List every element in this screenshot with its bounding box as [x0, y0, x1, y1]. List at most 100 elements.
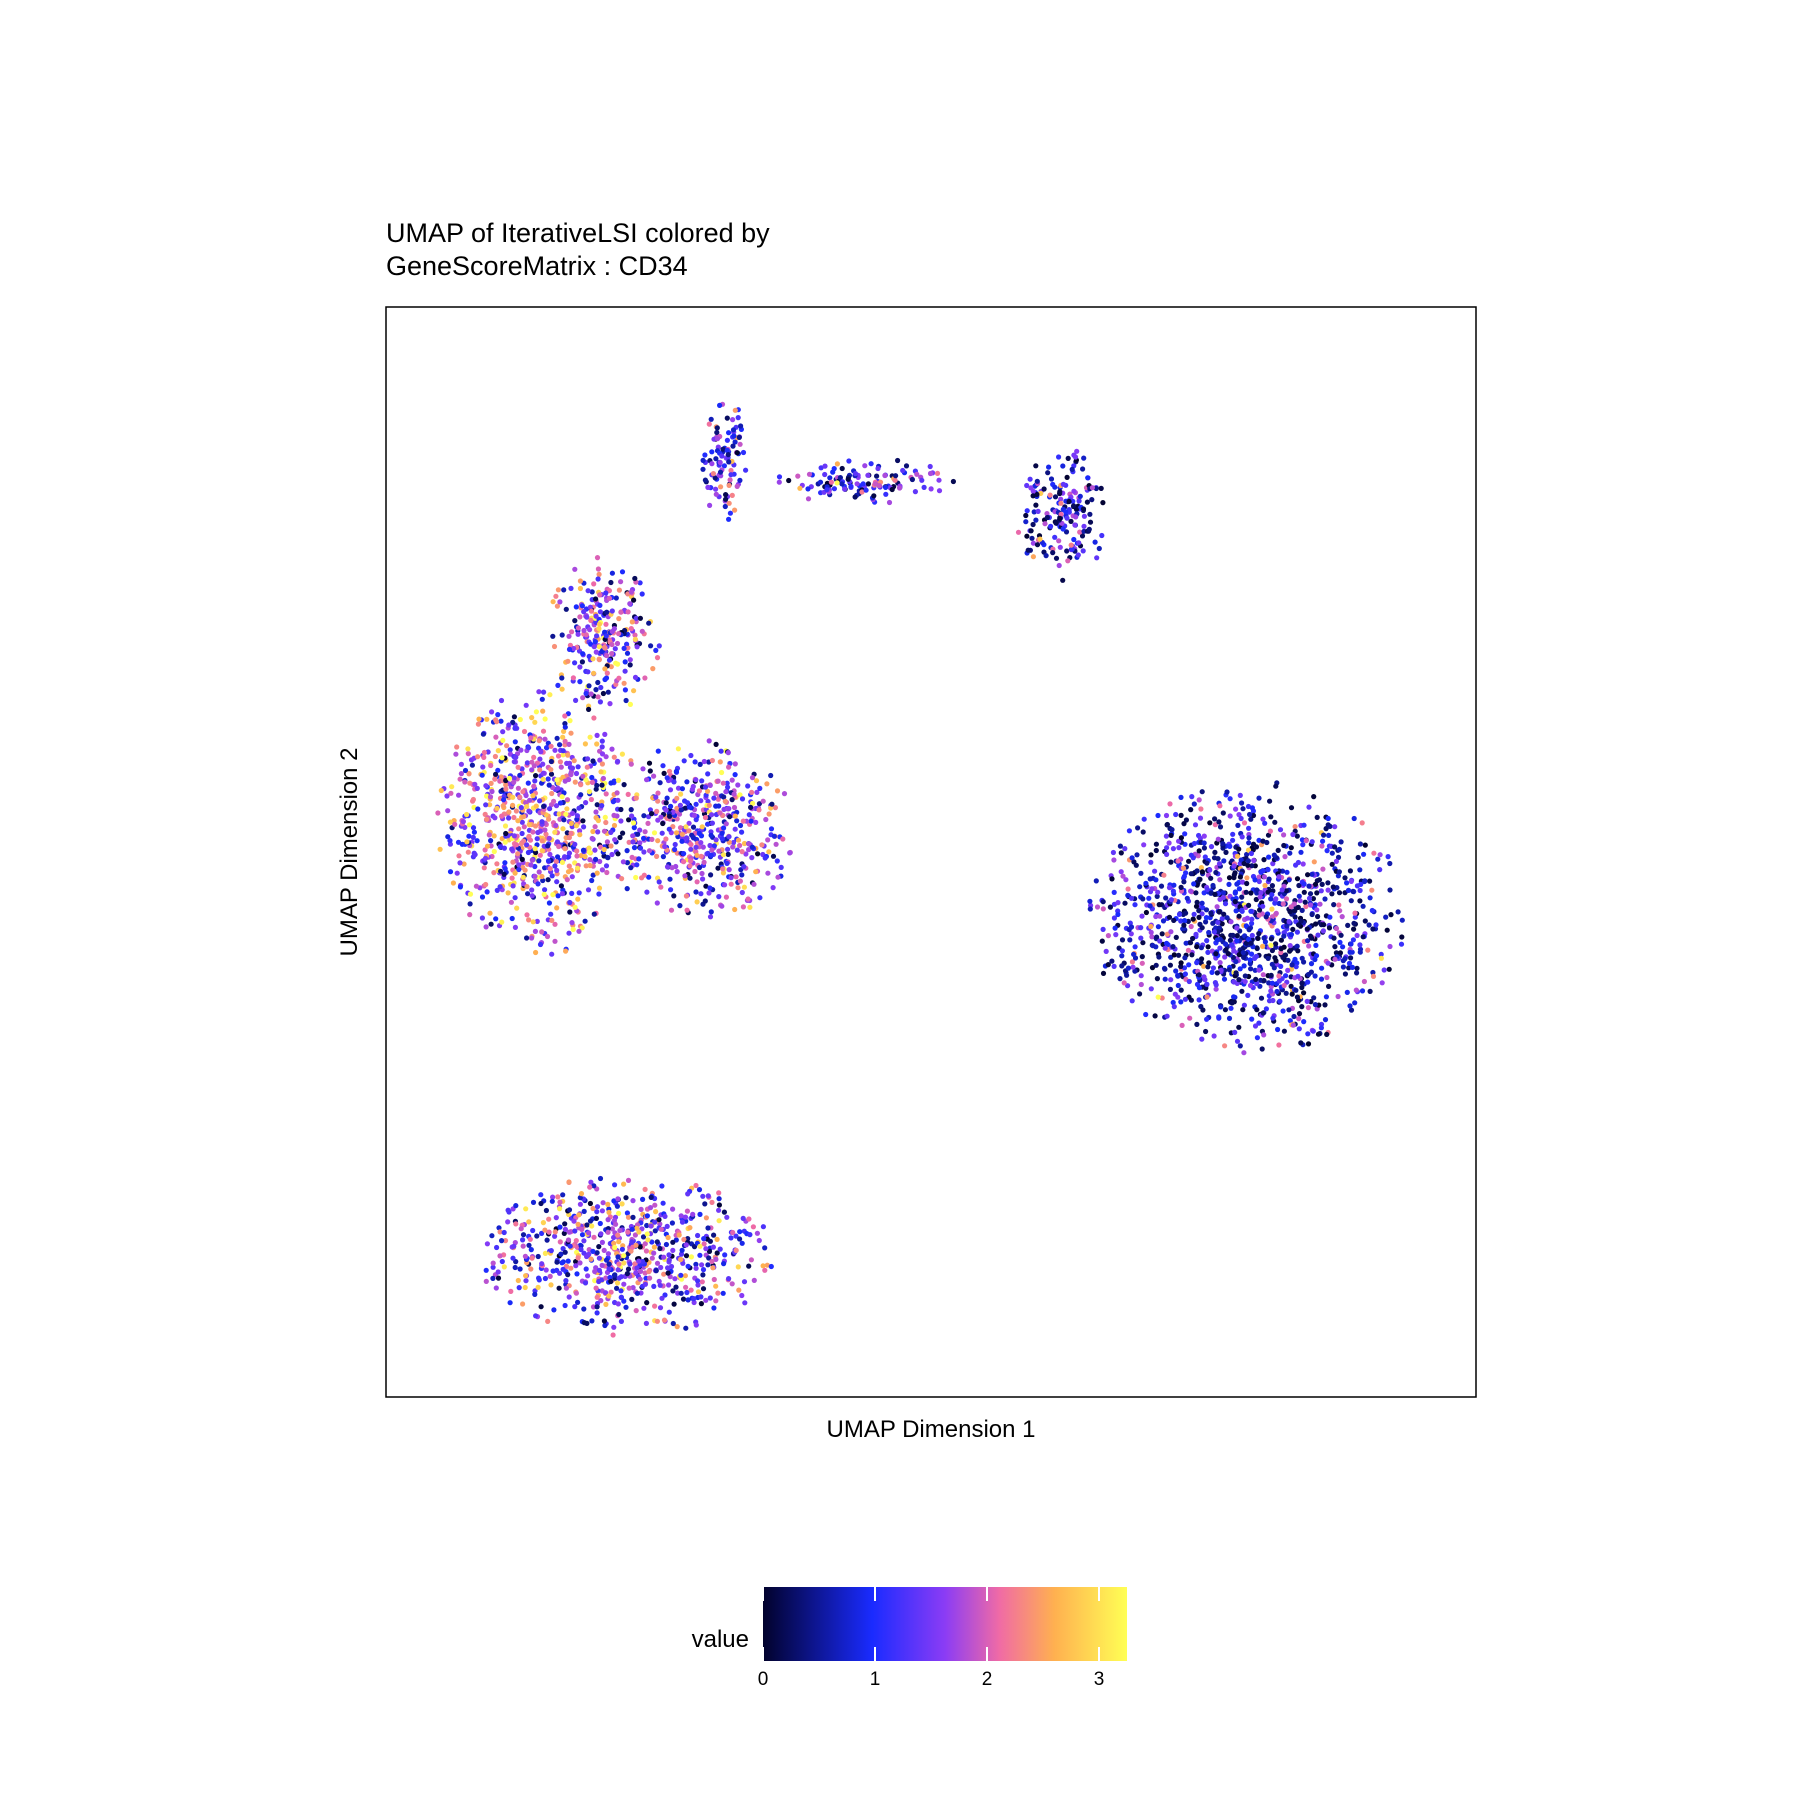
data-point-1756 — [688, 1287, 694, 1293]
data-point-1680 — [664, 775, 670, 781]
data-point-822 — [531, 783, 537, 789]
data-point-2528 — [927, 463, 933, 470]
data-point-2769 — [1089, 485, 1095, 491]
data-point-2398 — [730, 1229, 736, 1236]
data-point-3766 — [1314, 907, 1320, 913]
data-point-2025 — [697, 1211, 703, 1217]
data-point-882 — [502, 839, 508, 845]
data-point-2804 — [1265, 832, 1272, 838]
data-point-166 — [614, 640, 621, 647]
data-point-4029 — [1216, 1015, 1222, 1021]
data-point-3782 — [1180, 911, 1186, 918]
data-point-3486 — [1109, 876, 1115, 882]
data-point-2421 — [705, 1193, 711, 1199]
data-point-684 — [450, 880, 456, 886]
data-point-1840 — [534, 1233, 540, 1239]
data-point-1431 — [664, 795, 670, 801]
data-point-3689 — [1269, 892, 1275, 898]
data-point-2910 — [1281, 1028, 1287, 1034]
data-point-987 — [533, 709, 540, 715]
data-point-1319 — [621, 782, 627, 788]
data-point-1007 — [465, 751, 471, 757]
data-point-2085 — [647, 1275, 653, 1281]
data-point-2826 — [1128, 931, 1134, 937]
data-point-3840 — [1298, 1040, 1304, 1046]
data-point-302 — [622, 668, 628, 674]
data-point-742 — [438, 787, 444, 794]
data-point-1897 — [555, 1194, 561, 1200]
data-point-228 — [637, 580, 643, 586]
data-point-3474 — [1236, 886, 1242, 892]
data-point-353 — [613, 660, 619, 666]
data-point-3302 — [1249, 1016, 1255, 1022]
data-point-783 — [493, 916, 499, 922]
data-point-3894 — [1175, 982, 1181, 989]
data-point-745 — [523, 800, 529, 806]
data-point-2665 — [1065, 558, 1071, 564]
data-point-1424 — [676, 811, 683, 817]
data-point-324 — [581, 609, 587, 615]
data-point-2313 — [683, 1242, 689, 1248]
data-point-272 — [606, 595, 613, 602]
data-point-912 — [532, 719, 538, 725]
data-point-1200 — [541, 803, 547, 810]
data-point-3451 — [1100, 906, 1106, 912]
data-point-345 — [618, 609, 624, 615]
data-point-2223 — [490, 1260, 496, 1266]
data-point-3335 — [1314, 814, 1320, 821]
data-point-3739 — [1335, 854, 1342, 861]
data-point-3158 — [1271, 965, 1277, 971]
data-point-723 — [458, 761, 464, 767]
data-point-2837 — [1296, 1016, 1302, 1022]
data-point-3430 — [1210, 882, 1216, 889]
data-point-1338 — [672, 841, 678, 848]
data-point-705 — [512, 924, 519, 931]
data-point-432 — [519, 830, 525, 837]
data-point-2768 — [1052, 534, 1058, 540]
data-point-3827 — [1201, 974, 1207, 980]
data-point-3780 — [1185, 947, 1191, 953]
data-point-2154 — [520, 1237, 526, 1243]
data-point-1099 — [513, 842, 520, 848]
data-point-1545 — [663, 800, 669, 806]
data-point-3635 — [1244, 875, 1250, 881]
data-point-3459 — [1226, 967, 1232, 973]
data-point-2182 — [552, 1229, 558, 1235]
data-point-1736 — [702, 898, 708, 904]
data-point-3083 — [1221, 858, 1227, 864]
data-point-3701 — [1178, 960, 1184, 966]
data-point-1153 — [554, 905, 560, 911]
data-point-242 — [598, 684, 604, 691]
data-point-2841 — [1186, 858, 1192, 864]
data-point-3813 — [1268, 814, 1274, 820]
data-point-2334 — [703, 1246, 709, 1252]
data-point-3634 — [1350, 888, 1356, 895]
data-point-3220 — [1253, 896, 1259, 903]
data-point-3809 — [1176, 845, 1182, 851]
data-point-3632 — [1143, 909, 1149, 916]
data-point-881 — [575, 764, 581, 770]
data-point-3700 — [1273, 958, 1279, 964]
data-point-1185 — [484, 816, 490, 823]
data-point-1142 — [488, 762, 494, 769]
data-point-2831 — [1365, 947, 1371, 953]
data-point-3727 — [1261, 874, 1267, 880]
data-point-2360 — [716, 1207, 722, 1213]
data-point-3355 — [1146, 895, 1152, 901]
data-point-2307 — [538, 1304, 544, 1310]
data-point-1823 — [611, 1324, 617, 1330]
data-point-959 — [539, 929, 545, 935]
data-point-2077 — [661, 1317, 668, 1323]
scatter-points — [435, 401, 1405, 1338]
data-point-2535 — [805, 486, 811, 492]
data-point-4074 — [1148, 923, 1154, 930]
data-point-2224 — [523, 1206, 529, 1212]
data-point-349 — [616, 616, 622, 622]
data-point-817 — [531, 754, 537, 761]
data-point-295 — [603, 590, 609, 596]
data-point-2269 — [671, 1301, 677, 1307]
data-point-1673 — [687, 863, 693, 869]
data-point-4065 — [1378, 955, 1384, 961]
data-point-2176 — [666, 1282, 672, 1288]
data-point-329 — [583, 632, 589, 638]
